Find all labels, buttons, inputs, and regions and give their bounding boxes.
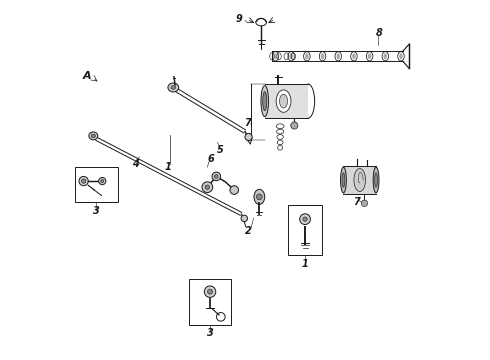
Ellipse shape: [354, 168, 366, 192]
Ellipse shape: [375, 173, 377, 187]
Text: 4: 4: [132, 159, 139, 169]
Ellipse shape: [341, 167, 346, 193]
Bar: [74, 167, 118, 202]
Circle shape: [212, 172, 220, 181]
Circle shape: [205, 185, 210, 189]
Ellipse shape: [384, 53, 387, 59]
Text: A: A: [83, 71, 92, 81]
Circle shape: [208, 289, 213, 294]
Circle shape: [204, 286, 216, 297]
Ellipse shape: [261, 86, 269, 117]
Circle shape: [361, 200, 368, 207]
Ellipse shape: [254, 189, 265, 204]
Polygon shape: [343, 166, 376, 194]
Circle shape: [81, 179, 86, 183]
Text: 1: 1: [302, 259, 309, 269]
Circle shape: [202, 182, 213, 193]
Ellipse shape: [274, 53, 277, 59]
Ellipse shape: [263, 92, 267, 111]
Ellipse shape: [373, 167, 379, 193]
Circle shape: [291, 122, 298, 129]
Text: 1: 1: [165, 162, 172, 172]
Circle shape: [300, 214, 311, 225]
Ellipse shape: [168, 83, 179, 92]
Ellipse shape: [290, 53, 293, 59]
Ellipse shape: [276, 90, 291, 112]
Ellipse shape: [368, 53, 371, 59]
Ellipse shape: [305, 53, 309, 59]
Ellipse shape: [337, 53, 340, 59]
Circle shape: [303, 217, 307, 221]
Text: 6: 6: [208, 154, 214, 164]
Ellipse shape: [245, 134, 252, 140]
Ellipse shape: [279, 94, 288, 108]
Circle shape: [79, 176, 88, 186]
Text: 9: 9: [235, 14, 242, 24]
Text: 8: 8: [376, 28, 383, 38]
Circle shape: [98, 177, 106, 185]
Ellipse shape: [352, 53, 356, 59]
Ellipse shape: [241, 215, 247, 222]
Text: 3: 3: [207, 328, 214, 338]
Text: 7: 7: [245, 118, 251, 128]
Ellipse shape: [89, 132, 98, 140]
Text: 5: 5: [217, 144, 224, 154]
Ellipse shape: [91, 134, 96, 138]
Circle shape: [101, 180, 104, 183]
Ellipse shape: [171, 86, 175, 89]
Circle shape: [230, 186, 239, 194]
Bar: [190, 279, 231, 325]
Text: 7: 7: [353, 197, 360, 207]
Polygon shape: [265, 84, 308, 118]
Ellipse shape: [342, 173, 345, 187]
Text: 3: 3: [93, 206, 99, 216]
Ellipse shape: [321, 53, 324, 59]
Bar: [288, 205, 322, 255]
Circle shape: [215, 175, 218, 178]
Ellipse shape: [399, 53, 403, 59]
Text: 2: 2: [245, 226, 251, 236]
Circle shape: [256, 194, 262, 200]
